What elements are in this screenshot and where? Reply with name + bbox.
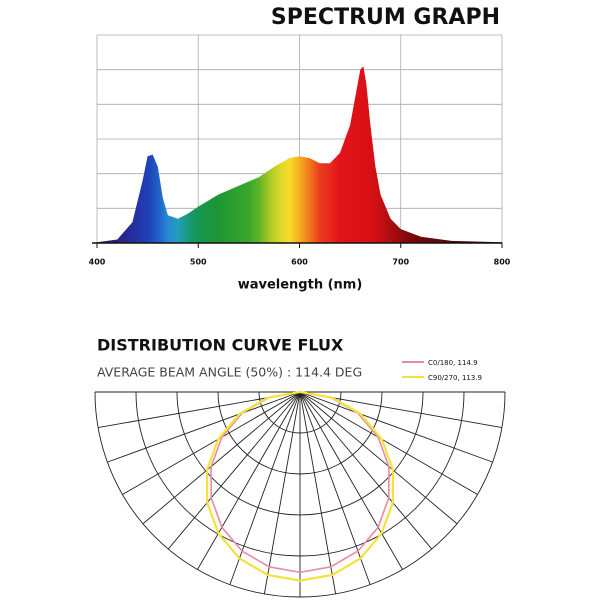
x-tick-label: 700 [392, 258, 409, 267]
grid-spoke [299, 391, 493, 463]
grid-spoke [263, 391, 301, 594]
x-tick-label: 500 [190, 258, 207, 267]
grid-spoke [167, 391, 301, 550]
grid-spoke [197, 391, 301, 570]
grid-spoke [122, 391, 301, 495]
grid-spoke [299, 391, 403, 570]
x-axis-label: wavelength (nm) [238, 278, 363, 293]
polar-title: DISTRIBUTION CURVE FLUX [97, 336, 344, 355]
grid-spoke [299, 391, 371, 585]
spectrum-area [97, 66, 502, 243]
grid-spoke [299, 391, 458, 525]
polar-curve [210, 391, 390, 574]
x-tick-label: 600 [291, 258, 308, 267]
grid-spoke [107, 391, 301, 463]
grid-spoke [299, 391, 478, 495]
grid-spoke [142, 391, 301, 525]
grid-spoke [229, 391, 301, 585]
grid-spoke [299, 391, 433, 550]
legend-label: C0/180, 114.9 [428, 359, 478, 367]
spectrum-title: SPECTRUM GRAPH [271, 5, 500, 30]
x-tick-label: 400 [89, 258, 106, 267]
polar-subtitle: AVERAGE BEAM ANGLE (50%) : 114.4 DEG [97, 365, 362, 380]
legend-label: C90/270, 113.9 [428, 374, 482, 382]
polar-curve [205, 390, 395, 582]
grid-spoke [299, 391, 337, 594]
x-tick-label: 800 [494, 258, 511, 267]
